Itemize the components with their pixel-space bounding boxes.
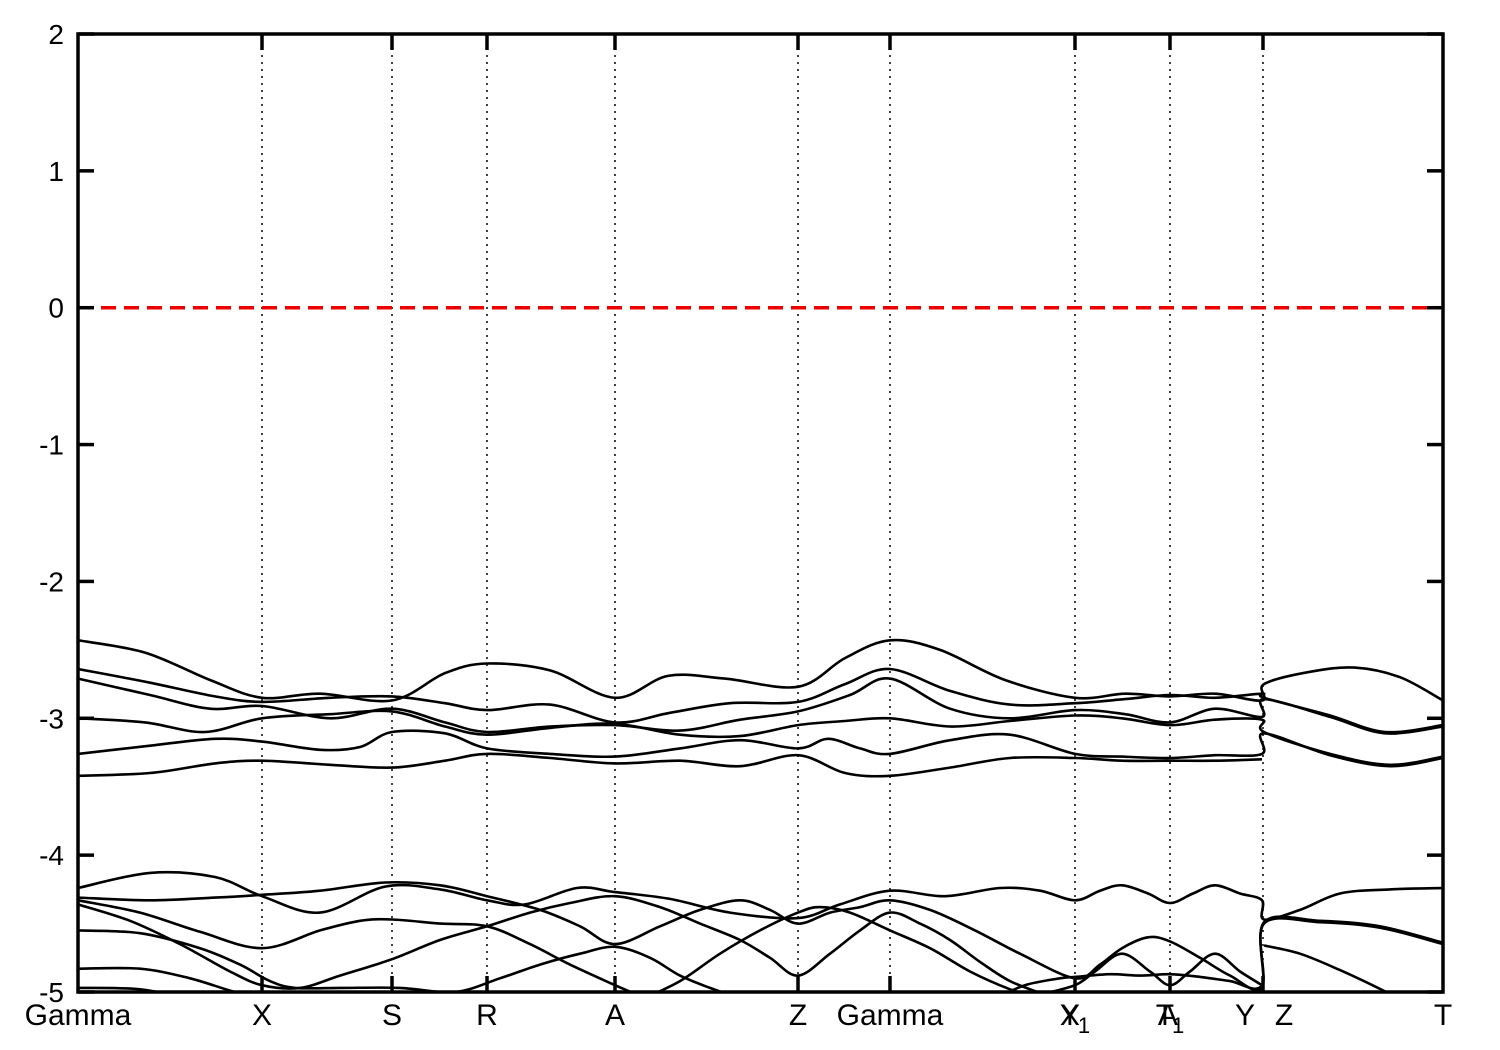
x-tick-label-x1: XY1: [1060, 999, 1090, 1038]
axis-ticks: [78, 32, 1443, 994]
lower-band-10: [1049, 952, 1263, 991]
upper-band-3: [79, 677, 1442, 735]
x-tick-label-gamma: Gamma: [25, 999, 132, 1032]
x-tick-label-r: R: [476, 999, 498, 1032]
y-tick-label: -5: [39, 977, 64, 1008]
lower-band-1: [79, 870, 1442, 922]
y-tick-label: -3: [39, 703, 64, 734]
upper-band-5: [79, 729, 1442, 768]
band-lines: [79, 638, 1442, 991]
x-tick-label-gamma: Gamma: [837, 999, 944, 1032]
x-tick-label-z: Z: [789, 999, 807, 1032]
y-tick-label: -1: [39, 430, 64, 461]
lower-band-8: [79, 986, 160, 991]
lower-band-6: [79, 929, 723, 991]
lower-band-7: [79, 966, 237, 991]
plot-border: [76, 32, 1445, 994]
lower-band-4: [79, 894, 1039, 991]
lower-band-9: [1007, 917, 1442, 991]
upper-band-4: [79, 709, 1442, 767]
x-tick-label-t: T: [1434, 999, 1452, 1032]
lower-band-2: [79, 880, 1442, 991]
x-tick-label-a: A: [605, 999, 625, 1032]
upper-band-2: [79, 667, 1442, 734]
x-tick-label-x: X: [252, 999, 272, 1032]
lower-band-3: [79, 899, 632, 991]
y-tick-label: 1: [48, 156, 64, 187]
y-tick-label: -2: [39, 566, 64, 597]
x-tick-label-a1: AT1: [1156, 999, 1185, 1038]
lower-band-11: [1263, 944, 1388, 991]
y-tick-label: 0: [48, 293, 64, 324]
upper-band-1: [79, 638, 1442, 703]
y-tick-label: -4: [39, 840, 64, 871]
x-tick-label-s: S: [382, 999, 402, 1032]
y-tick-label: 2: [48, 19, 64, 50]
lower-band-5: [657, 905, 1019, 991]
upper-band-6: [79, 752, 1263, 778]
x-tick-label-z: Z: [1275, 999, 1293, 1032]
x-tick-label-y: Y: [1235, 999, 1255, 1032]
